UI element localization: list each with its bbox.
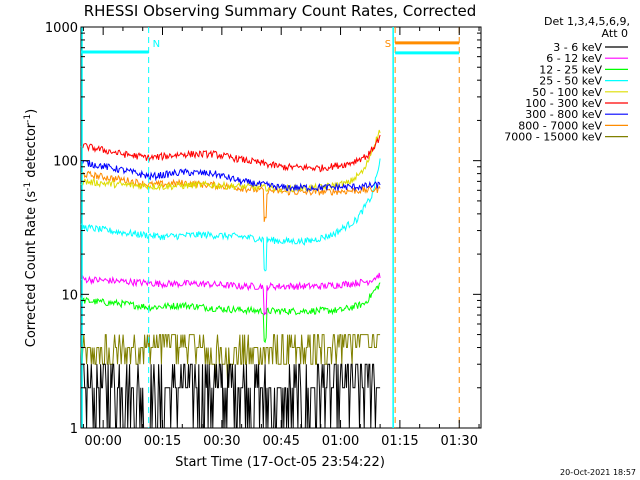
svg-text:Corrected Count Rate (s-1 dete: Corrected Count Rate (s-1 detector-1) bbox=[23, 109, 39, 347]
series-line bbox=[80, 170, 381, 222]
y-tick-label: 100 bbox=[53, 155, 78, 170]
series-line bbox=[81, 363, 381, 429]
series-line bbox=[80, 134, 381, 173]
legend-label: 12 - 25 keV bbox=[539, 63, 602, 76]
chart-title: RHESSI Observing Summary Count Rates, Co… bbox=[84, 2, 477, 20]
legend-label: 7000 - 15000 keV bbox=[504, 131, 602, 144]
legend-header-detectors: Det 1,3,4,5,6,9, bbox=[544, 15, 630, 28]
x-tick-label: 01:00 bbox=[322, 434, 359, 449]
x-tick-label: 00:30 bbox=[203, 434, 240, 449]
series-layer bbox=[80, 129, 381, 429]
legend-label: 100 - 300 keV bbox=[525, 97, 602, 110]
series-line bbox=[80, 272, 381, 316]
legend-label: 25 - 50 keV bbox=[539, 75, 602, 88]
plot-frame bbox=[80, 26, 482, 429]
legend-label: 800 - 7000 keV bbox=[518, 119, 602, 132]
x-axis-label: Start Time (17-Oct-05 23:54:22) bbox=[175, 455, 385, 470]
region-marker-label: N bbox=[153, 39, 160, 50]
legend-header-attenuator: Att 0 bbox=[602, 27, 628, 40]
x-tick-label: 00:00 bbox=[84, 434, 121, 449]
series-line bbox=[80, 282, 381, 344]
y-tick-label: 1000 bbox=[45, 21, 78, 36]
region-marker-label: S bbox=[385, 39, 391, 50]
y-tick-label: 1 bbox=[70, 422, 78, 437]
x-tick-label: 00:15 bbox=[144, 434, 181, 449]
legend-label: 50 - 100 keV bbox=[532, 86, 602, 99]
x-tick-label: 01:15 bbox=[381, 434, 418, 449]
y-axis-label: Corrected Count Rate (s-1 detector-1) bbox=[23, 109, 39, 347]
legend-label: 300 - 800 keV bbox=[525, 108, 602, 121]
y-tick-label: 10 bbox=[61, 288, 78, 303]
series-line bbox=[80, 158, 381, 272]
legend-label: 6 - 12 keV bbox=[546, 52, 602, 65]
x-tick-label: 00:45 bbox=[262, 434, 299, 449]
render-timestamp: 20-Oct-2021 18:57 bbox=[560, 468, 636, 477]
series-line bbox=[80, 159, 381, 193]
axis-ticks: 1 10 100 1000 00:00 00:15 00:30 00:45 01:00 01:15… bbox=[45, 21, 481, 449]
legend-label: 3 - 6 keV bbox=[553, 41, 602, 54]
x-tick-label: 01:30 bbox=[441, 434, 478, 449]
